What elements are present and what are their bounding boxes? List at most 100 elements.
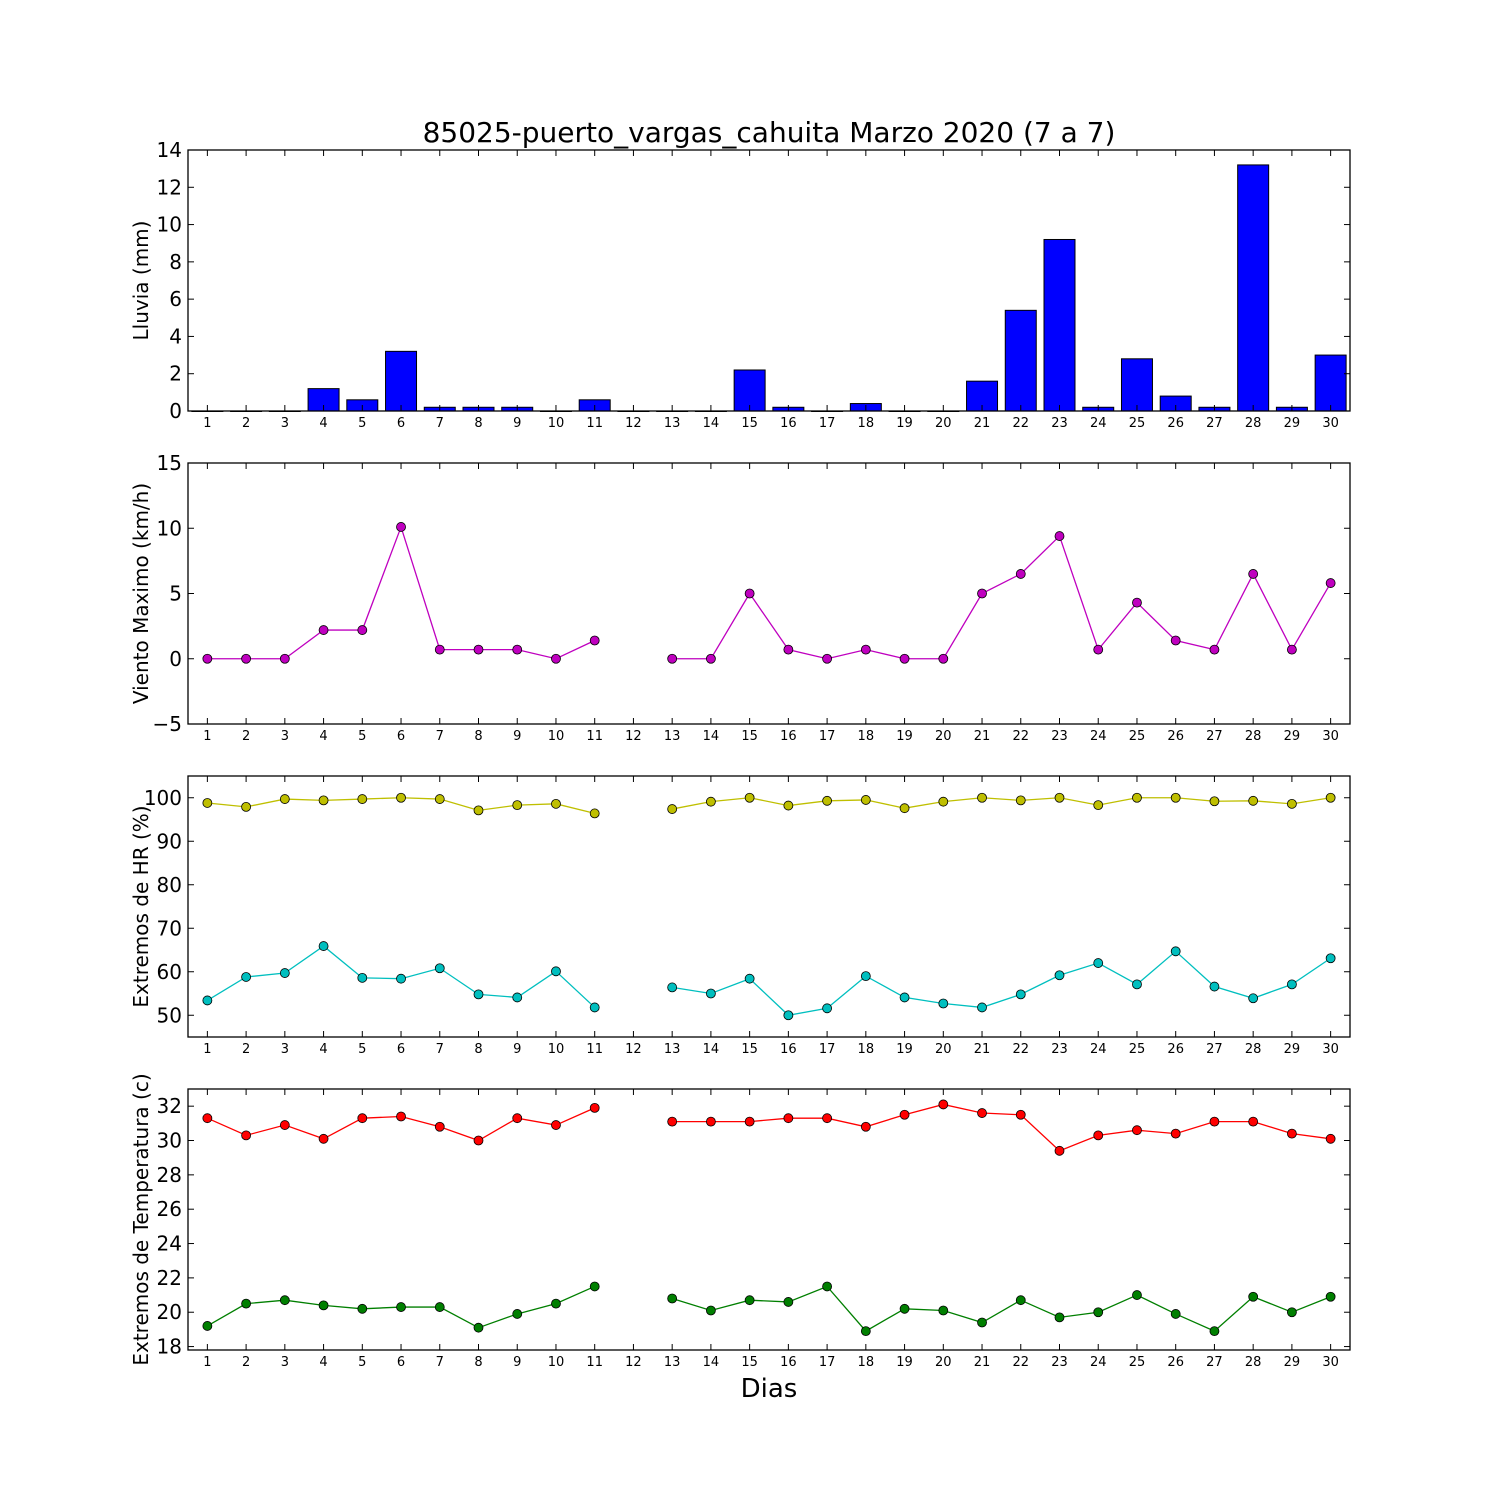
point-temperatura-s2-day-8	[473, 1322, 484, 1333]
point-humedad-s2-day-19	[899, 992, 910, 1003]
xtick-label-temperatura: 10	[548, 1355, 565, 1370]
xtick-label-temperatura: 3	[281, 1355, 289, 1370]
point-temperatura-s1-day-29	[1287, 1128, 1297, 1139]
ytick-label-humedad: 80	[157, 873, 182, 897]
point-viento-s1-day-17	[822, 653, 832, 664]
xtick-label-lluvia: 28	[1245, 416, 1262, 431]
xtick-label-lluvia: 6	[397, 416, 405, 431]
point-humedad-s1-day-1	[202, 798, 213, 808]
point-viento-s1-day-6	[396, 522, 406, 532]
xtick-label-humedad: 26	[1167, 1042, 1184, 1057]
xtick-label-temperatura: 22	[1012, 1355, 1029, 1370]
xtick-label-humedad: 12	[625, 1042, 642, 1057]
point-humedad-s2-day-5	[357, 972, 368, 983]
xtick-label-lluvia: 1	[203, 416, 211, 431]
point-humedad-s2-day-22	[1015, 989, 1026, 1000]
xtick-label-humedad: 30	[1322, 1042, 1339, 1057]
point-viento-s1-day-7	[434, 644, 445, 655]
point-humedad-s2-day-9	[512, 992, 523, 1003]
ytick-label-temperatura: 26	[157, 1197, 182, 1221]
point-humedad-s1-day-11	[589, 808, 600, 819]
xtick-label-temperatura: 23	[1051, 1355, 1068, 1370]
line-temperatura-series-1	[672, 1103, 1331, 1152]
point-viento-s1-day-14	[706, 653, 716, 664]
xtick-label-lluvia: 26	[1167, 416, 1184, 431]
point-humedad-s1-day-3	[279, 794, 290, 804]
point-temperatura-s2-day-5	[357, 1303, 368, 1314]
ytick-label-viento: 10	[157, 516, 182, 540]
point-humedad-s1-day-26	[1170, 792, 1181, 803]
point-humedad-s1-day-27	[1209, 796, 1220, 807]
xtick-label-viento: 9	[513, 729, 521, 744]
line-humedad-series-2	[672, 950, 1331, 1016]
point-temperatura-s2-day-22	[1015, 1295, 1026, 1306]
point-viento-s1-day-28	[1248, 569, 1259, 579]
xtick-label-temperatura: 8	[474, 1355, 482, 1370]
point-temperatura-s2-day-2	[241, 1298, 252, 1309]
xtick-label-temperatura: 5	[358, 1355, 366, 1370]
xtick-label-lluvia: 16	[780, 416, 797, 431]
xtick-label-humedad: 24	[1090, 1042, 1107, 1057]
xtick-label-humedad: 10	[548, 1042, 565, 1057]
point-viento-s1-day-4	[318, 625, 329, 635]
xtick-label-lluvia: 10	[548, 416, 565, 431]
point-humedad-s2-day-30	[1325, 953, 1336, 964]
xtick-label-temperatura: 30	[1322, 1355, 1339, 1370]
point-temperatura-s2-day-10	[551, 1298, 561, 1309]
xtick-label-temperatura: 11	[586, 1355, 603, 1370]
point-humedad-s1-day-21	[977, 792, 987, 803]
xtick-label-humedad: 28	[1245, 1042, 1262, 1057]
point-humedad-s1-day-10	[551, 798, 561, 809]
point-humedad-s2-day-29	[1287, 979, 1297, 990]
point-viento-s1-day-20	[938, 653, 949, 664]
point-temperatura-s2-day-20	[938, 1305, 949, 1316]
xtick-label-temperatura: 16	[780, 1355, 797, 1370]
xtick-label-viento: 13	[664, 729, 681, 744]
point-humedad-s1-day-28	[1248, 795, 1259, 806]
xtick-label-viento: 28	[1245, 729, 1262, 744]
xtick-label-temperatura: 24	[1090, 1355, 1107, 1370]
xtick-label-lluvia: 22	[1012, 416, 1029, 431]
xtick-label-lluvia: 18	[858, 416, 875, 431]
xtick-label-humedad: 22	[1012, 1042, 1029, 1057]
xtick-label-humedad: 6	[397, 1042, 405, 1057]
ytick-label-viento: 15	[157, 451, 182, 475]
point-humedad-s2-day-17	[822, 1003, 832, 1014]
point-temperatura-s2-day-25	[1132, 1290, 1142, 1300]
xtick-label-temperatura: 17	[819, 1355, 836, 1370]
xtick-label-temperatura: 4	[319, 1355, 327, 1370]
xtick-label-lluvia: 5	[358, 416, 366, 431]
xtick-label-lluvia: 17	[819, 416, 836, 431]
xtick-label-humedad: 25	[1129, 1042, 1146, 1057]
xtick-label-humedad: 29	[1284, 1042, 1301, 1057]
axes-frame-viento	[187, 462, 1351, 725]
xtick-label-lluvia: 19	[896, 416, 913, 431]
point-viento-s1-day-18	[860, 644, 871, 655]
point-viento-s1-day-10	[551, 653, 561, 664]
point-temperatura-s2-day-19	[899, 1303, 910, 1314]
xtick-label-viento: 21	[974, 729, 991, 744]
ytick-label-temperatura: 20	[157, 1300, 182, 1324]
axes-frame-temperatura	[187, 1088, 1351, 1351]
xtick-label-humedad: 4	[319, 1042, 327, 1057]
ytick-label-lluvia: 6	[169, 287, 182, 311]
ytick-label-lluvia: 2	[169, 362, 182, 386]
point-temperatura-s1-day-19	[899, 1109, 910, 1120]
xtick-label-humedad: 1	[203, 1042, 211, 1057]
point-viento-s1-day-27	[1209, 644, 1220, 655]
point-viento-s1-day-9	[512, 644, 523, 655]
xtick-label-temperatura: 26	[1167, 1355, 1184, 1370]
ytick-label-lluvia: 12	[157, 175, 182, 199]
xtick-label-humedad: 18	[858, 1042, 875, 1057]
point-temperatura-s2-day-11	[589, 1281, 600, 1292]
xtick-label-temperatura: 1	[203, 1355, 211, 1370]
point-temperatura-s1-day-17	[822, 1113, 832, 1124]
ytick-label-humedad: 100	[144, 786, 182, 810]
xtick-label-viento: 26	[1167, 729, 1184, 744]
ytick-label-lluvia: 0	[169, 399, 182, 423]
ytick-label-temperatura: 30	[157, 1129, 182, 1153]
point-humedad-s1-day-19	[899, 803, 910, 814]
